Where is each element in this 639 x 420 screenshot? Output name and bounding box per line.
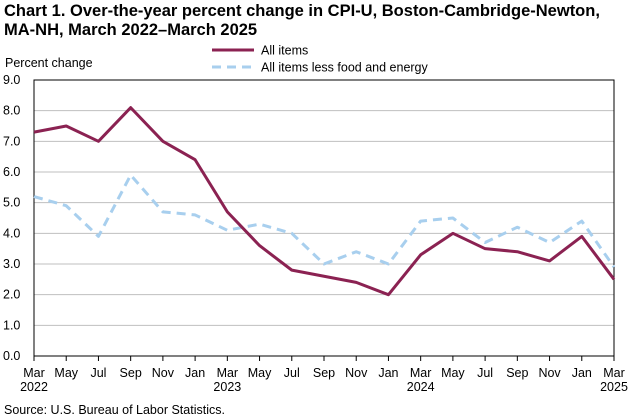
x-tick-label: Jul	[477, 366, 493, 380]
x-tick-label: Mar	[603, 366, 625, 380]
chart-title-line-2: MA-NH, March 2022–March 2025	[4, 21, 258, 39]
x-tick-label: Nov	[345, 366, 368, 380]
x-tick-label: May	[248, 366, 272, 380]
y-tick-label: 1.0	[3, 318, 20, 332]
x-tick-label: May	[441, 366, 465, 380]
y-tick-label: 8.0	[3, 104, 20, 118]
x-tick-label: May	[54, 366, 78, 380]
y-tick-label: 6.0	[3, 165, 20, 179]
x-tick-label: Jul	[90, 366, 106, 380]
y-tick-label: 3.0	[3, 257, 20, 271]
chart-title: Chart 1. Over-the-year percent change in…	[4, 2, 634, 40]
x-tick-label: Jan	[185, 366, 205, 380]
y-axis-label: Percent change	[5, 56, 93, 70]
y-tick-label: 4.0	[3, 226, 20, 240]
x-tick-label: Jan	[378, 366, 398, 380]
x-tick-label: Nov	[538, 366, 561, 380]
series-lines	[33, 106, 616, 297]
gridlines	[34, 110, 614, 326]
series-line-1	[33, 173, 616, 268]
axes: 0.0 1.0 2.0 3.0 4.0 5.0 6.0 7.0 8.0 9.0 Percent ch…	[3, 56, 628, 394]
y-tick-label: 9.0	[3, 73, 20, 87]
series-line-0	[33, 106, 616, 297]
legend: All items All items less food and energy	[212, 44, 429, 75]
y-tick-label: 0.0	[3, 349, 20, 363]
x-tick-label: Jan	[572, 366, 592, 380]
chart-title-line-1: Chart 1. Over-the-year percent change in…	[4, 2, 600, 20]
source-note: Source: U.S. Bureau of Labor Statistics.	[4, 403, 225, 417]
x-tick-label: Jul	[284, 366, 300, 380]
x-year-label: 2024	[407, 380, 435, 394]
x-year-label: 2023	[213, 380, 241, 394]
x-tick-label: Sep	[120, 366, 142, 380]
plot-frame	[33, 79, 615, 357]
x-tick-label: Nov	[152, 366, 175, 380]
x-year-label: 2022	[20, 380, 48, 394]
x-tick-label: Mar	[217, 366, 239, 380]
x-tick-label: Sep	[506, 366, 528, 380]
y-tick-label: 5.0	[3, 196, 20, 210]
x-tick-label: Sep	[313, 366, 335, 380]
x-tick-label: Mar	[23, 366, 45, 380]
y-tick-label: 2.0	[3, 288, 20, 302]
legend-label-0: All items	[261, 44, 308, 58]
x-year-label: 2025	[600, 380, 628, 394]
legend-label-1: All items less food and energy	[261, 61, 429, 75]
y-tick-label: 7.0	[3, 134, 20, 148]
x-tick-label: Mar	[410, 366, 432, 380]
